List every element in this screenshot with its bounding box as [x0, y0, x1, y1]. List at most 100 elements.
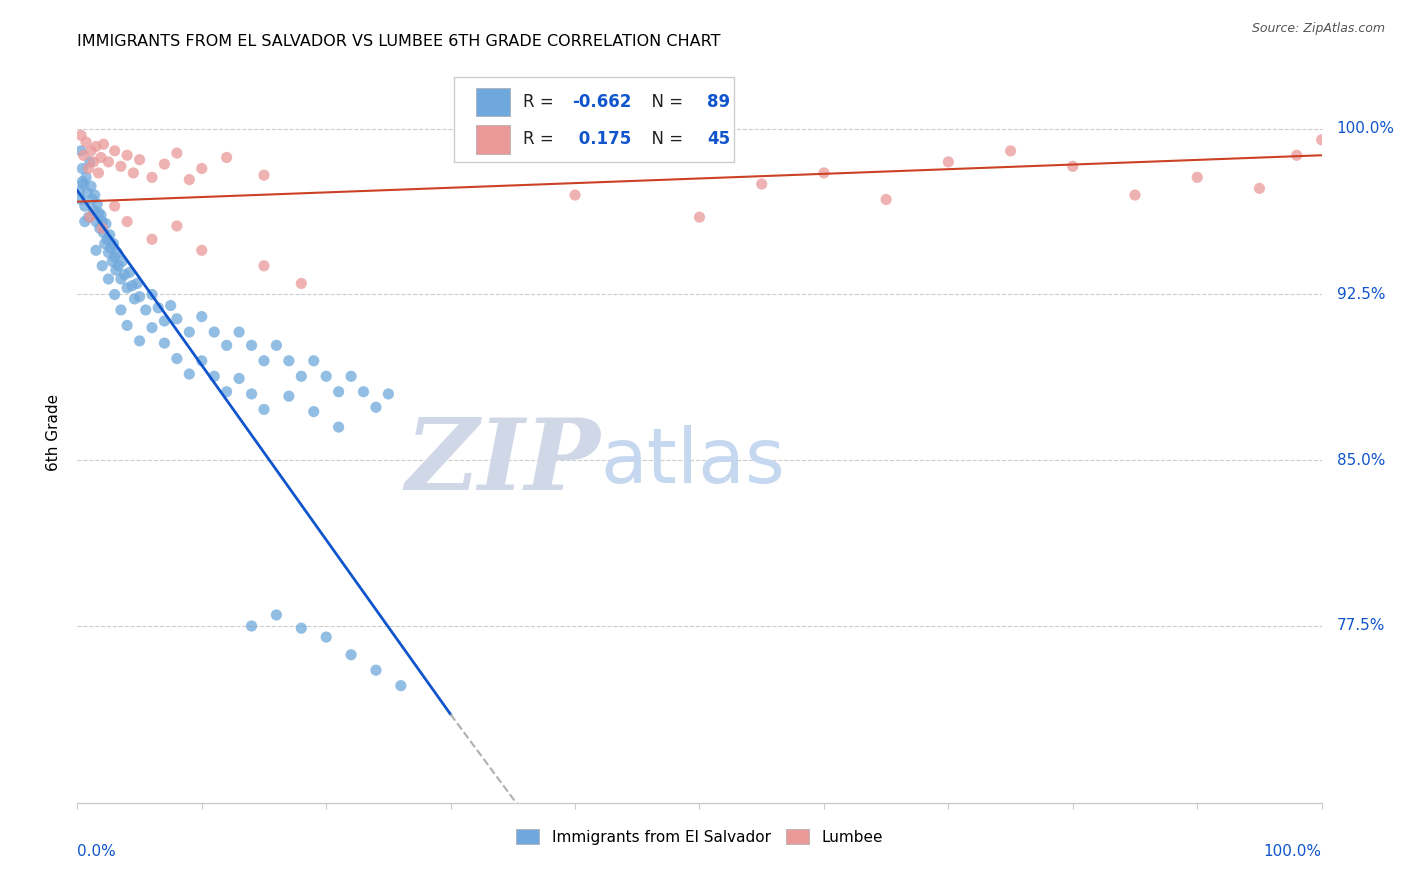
Point: [564, 188, 586, 202]
Point: [104, 287, 127, 301]
Point: [1062, 159, 1084, 173]
Point: [110, 272, 132, 286]
Legend: Immigrants from El Salvador, Lumbee: Immigrants from El Salvador, Lumbee: [510, 822, 889, 851]
Point: [97, 272, 120, 286]
Point: [179, 172, 201, 186]
Point: [75, 170, 97, 185]
Point: [87, 166, 110, 180]
Text: 89: 89: [707, 94, 730, 112]
Point: [80, 144, 103, 158]
Point: [111, 254, 134, 268]
Text: R =: R =: [523, 94, 558, 112]
Point: [328, 420, 350, 434]
Point: [191, 310, 214, 324]
Point: [118, 265, 141, 279]
Text: 85.0%: 85.0%: [1337, 453, 1385, 467]
Point: [97, 245, 120, 260]
Point: [302, 404, 325, 418]
Point: [91, 221, 114, 235]
Point: [104, 250, 127, 264]
Point: [240, 338, 263, 352]
Point: [79, 210, 101, 224]
Text: ZIP: ZIP: [405, 414, 600, 510]
Point: [141, 287, 163, 301]
Point: [72, 148, 94, 162]
Point: [79, 154, 101, 169]
Point: [97, 154, 120, 169]
Point: [936, 154, 959, 169]
Point: [377, 387, 399, 401]
Point: [104, 199, 127, 213]
Text: N =: N =: [641, 94, 689, 112]
Point: [72, 161, 94, 176]
Point: [70, 128, 93, 143]
Point: [148, 301, 170, 315]
Point: [75, 135, 97, 149]
Point: [253, 353, 276, 368]
Point: [89, 221, 111, 235]
Point: [159, 299, 181, 313]
Text: -0.662: -0.662: [572, 94, 631, 112]
Point: [191, 161, 214, 176]
Point: [110, 302, 132, 317]
FancyBboxPatch shape: [475, 88, 510, 117]
Point: [70, 193, 93, 207]
Point: [166, 146, 188, 161]
Point: [72, 175, 94, 189]
Point: [215, 151, 238, 165]
Text: N =: N =: [641, 130, 689, 148]
Point: [121, 278, 143, 293]
Point: [84, 244, 107, 258]
Point: [202, 369, 225, 384]
Point: [80, 179, 103, 194]
Point: [290, 277, 312, 291]
Point: [191, 353, 214, 368]
Point: [115, 148, 138, 162]
Point: [315, 630, 337, 644]
Point: [87, 205, 110, 219]
Point: [73, 199, 96, 213]
Point: [315, 369, 337, 384]
Point: [202, 325, 225, 339]
Point: [83, 188, 105, 202]
Point: [215, 384, 238, 399]
Point: [93, 236, 115, 251]
Point: [128, 334, 150, 348]
Point: [124, 292, 146, 306]
Text: 92.5%: 92.5%: [1337, 287, 1385, 302]
Point: [266, 338, 288, 352]
Point: [84, 214, 107, 228]
Point: [94, 217, 117, 231]
Point: [105, 245, 128, 260]
Point: [364, 663, 387, 677]
Text: 77.5%: 77.5%: [1337, 618, 1385, 633]
Point: [91, 259, 114, 273]
Point: [70, 144, 93, 158]
Text: atlas: atlas: [600, 425, 785, 500]
Point: [875, 193, 897, 207]
Point: [228, 371, 250, 385]
Point: [153, 336, 176, 351]
Point: [82, 193, 104, 207]
Point: [364, 401, 387, 415]
Point: [179, 367, 201, 381]
Point: [90, 151, 112, 165]
Point: [1123, 188, 1146, 202]
Point: [141, 170, 163, 185]
Point: [191, 244, 214, 258]
Point: [90, 208, 112, 222]
Point: [91, 214, 114, 228]
Point: [104, 144, 127, 158]
Point: [107, 259, 129, 273]
Point: [84, 139, 107, 153]
Point: [1249, 181, 1271, 195]
Point: [76, 186, 98, 200]
Point: [166, 311, 188, 326]
Point: [266, 607, 288, 622]
Text: 45: 45: [707, 130, 730, 148]
Point: [73, 214, 96, 228]
Point: [128, 290, 150, 304]
Point: [166, 351, 188, 366]
Point: [86, 197, 108, 211]
Point: [340, 369, 363, 384]
